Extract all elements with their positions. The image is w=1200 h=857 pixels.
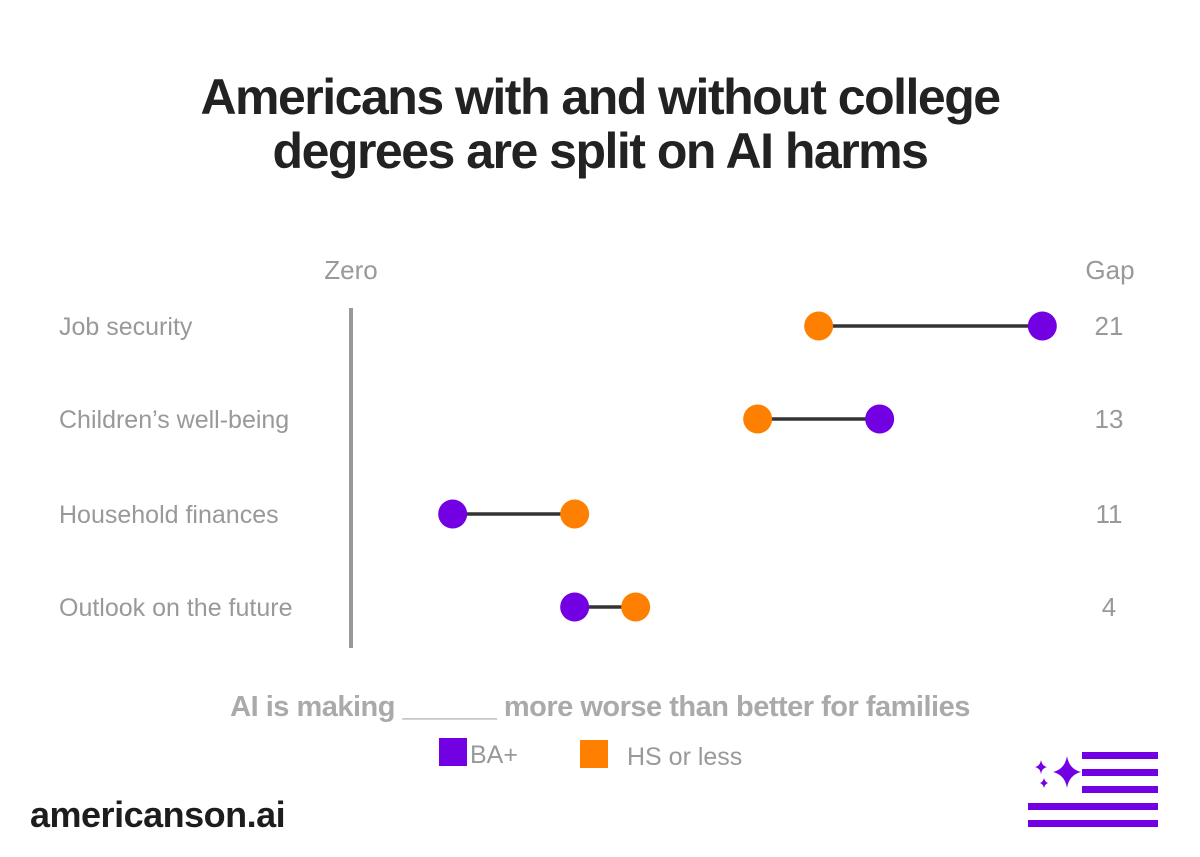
point-hs-or-less xyxy=(560,499,590,529)
point-ba-plus xyxy=(438,499,468,529)
legend-swatch-ba-plus xyxy=(439,738,467,766)
point-ba-plus xyxy=(865,404,895,434)
x-axis-label: AI is making ______ more worse than bett… xyxy=(230,691,970,723)
gap-value: 11 xyxy=(1096,499,1123,529)
title-line-2: degrees are split on AI harms xyxy=(272,123,929,179)
legend-label-hs-or-less: HS or less xyxy=(627,743,742,771)
legend-swatch-hs-or-less xyxy=(580,740,608,768)
site-brand[interactable]: americanson.ai xyxy=(30,794,286,835)
point-ba-plus xyxy=(560,592,590,622)
zero-label: Zero xyxy=(324,255,377,285)
category-label: Children’s well-being xyxy=(59,406,289,434)
gap-value: 4 xyxy=(1102,592,1116,622)
category-label: Job security xyxy=(59,313,193,341)
americanson-logo-icon xyxy=(1028,752,1158,827)
point-hs-or-less xyxy=(804,311,834,341)
category-label: Household finances xyxy=(59,501,279,529)
point-ba-plus xyxy=(1027,311,1057,341)
legend-label-ba-plus: BA+ xyxy=(470,741,518,769)
category-label: Outlook on the future xyxy=(59,594,292,622)
point-hs-or-less xyxy=(621,592,651,622)
gap-value: 13 xyxy=(1095,404,1124,434)
title-line-1: Americans with and without college xyxy=(200,69,1001,125)
point-hs-or-less xyxy=(743,404,773,434)
gap-value: 21 xyxy=(1095,311,1124,341)
gap-header: Gap xyxy=(1085,255,1134,285)
chart-title: Americans with and without college degre… xyxy=(0,70,1200,178)
